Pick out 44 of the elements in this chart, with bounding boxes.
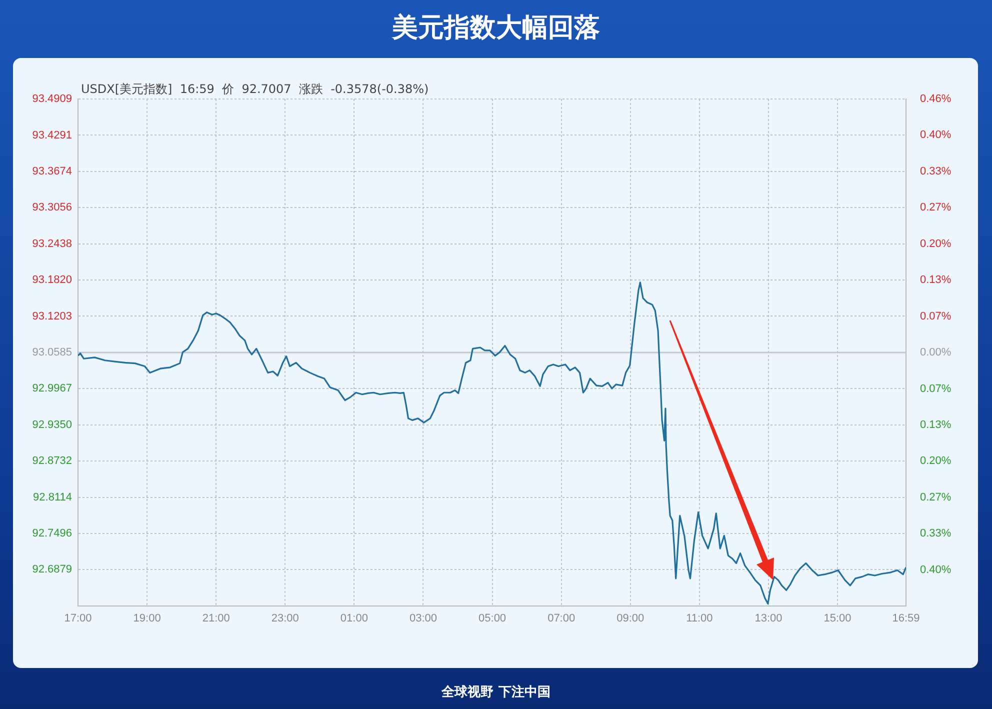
x-tick-label: 23:00	[271, 612, 299, 625]
x-tick-label: 11:00	[686, 612, 713, 625]
y-tick-label: 92.9350	[32, 418, 72, 431]
y-tick-label: 92.9967	[32, 382, 72, 395]
x-tick-label: 15:00	[824, 612, 852, 625]
y2-tick-label: 0.33%	[920, 165, 952, 178]
y2-tick-label: 0.27%	[920, 491, 952, 504]
y-tick-label: 93.3056	[32, 202, 72, 214]
x-tick-label: 05:00	[478, 612, 506, 625]
y2-tick-label: 0.46%	[920, 93, 952, 106]
x-tick-label: 16:59	[892, 612, 920, 625]
x-tick-label: 03:00	[409, 612, 438, 625]
y2-tick-label: 0.07%	[920, 310, 952, 322]
y2-tick-label: 0.00%	[920, 346, 952, 359]
x-tick-label: 17:00	[64, 612, 92, 625]
x-tick-label: 07:00	[548, 612, 576, 625]
y2-tick-label: 0.27%	[920, 202, 952, 214]
y-tick-label: 92.7496	[32, 528, 72, 540]
x-tick-label: 13:00	[754, 612, 782, 625]
y-tick-label: 93.1203	[32, 310, 72, 322]
y-tick-label: 92.6879	[32, 564, 72, 576]
y2-tick-label: 0.40%	[920, 564, 952, 576]
y-tick-label: 92.8732	[32, 455, 72, 468]
y-tick-label: 93.3674	[32, 165, 72, 178]
chart-title: 美元指数大幅回落	[390, 12, 601, 45]
y-tick-label: 93.4909	[32, 93, 72, 106]
y-tick-label: 93.2438	[32, 238, 72, 250]
y-tick-label: 93.1820	[32, 274, 72, 286]
y2-tick-label: 0.13%	[920, 274, 952, 286]
x-tick-label: 09:00	[616, 612, 644, 625]
y-tick-label: 93.0585	[32, 346, 72, 358]
x-tick-label: 19:00	[133, 612, 161, 625]
y2-tick-label: 0.33%	[920, 528, 952, 540]
y2-tick-label: 0.13%	[920, 418, 952, 431]
x-tick-label: 21:00	[202, 612, 230, 625]
text: 全球视野 下注中国	[440, 684, 552, 701]
y2-tick-label: 0.20%	[920, 238, 952, 250]
x-tick-label: 01:00	[340, 612, 368, 625]
chart-subtitle: USDX[美元指数] 16:59 价 92.7007 涨跌 -0.3578(-0.38%)	[81, 82, 429, 96]
y2-tick-label: 0.40%	[920, 129, 952, 142]
y-tick-label: 93.4291	[32, 129, 72, 142]
y2-tick-label: 0.20%	[920, 455, 952, 468]
y-tick-label: 92.8114	[33, 491, 72, 504]
y2-tick-label: 0.07%	[920, 382, 952, 395]
